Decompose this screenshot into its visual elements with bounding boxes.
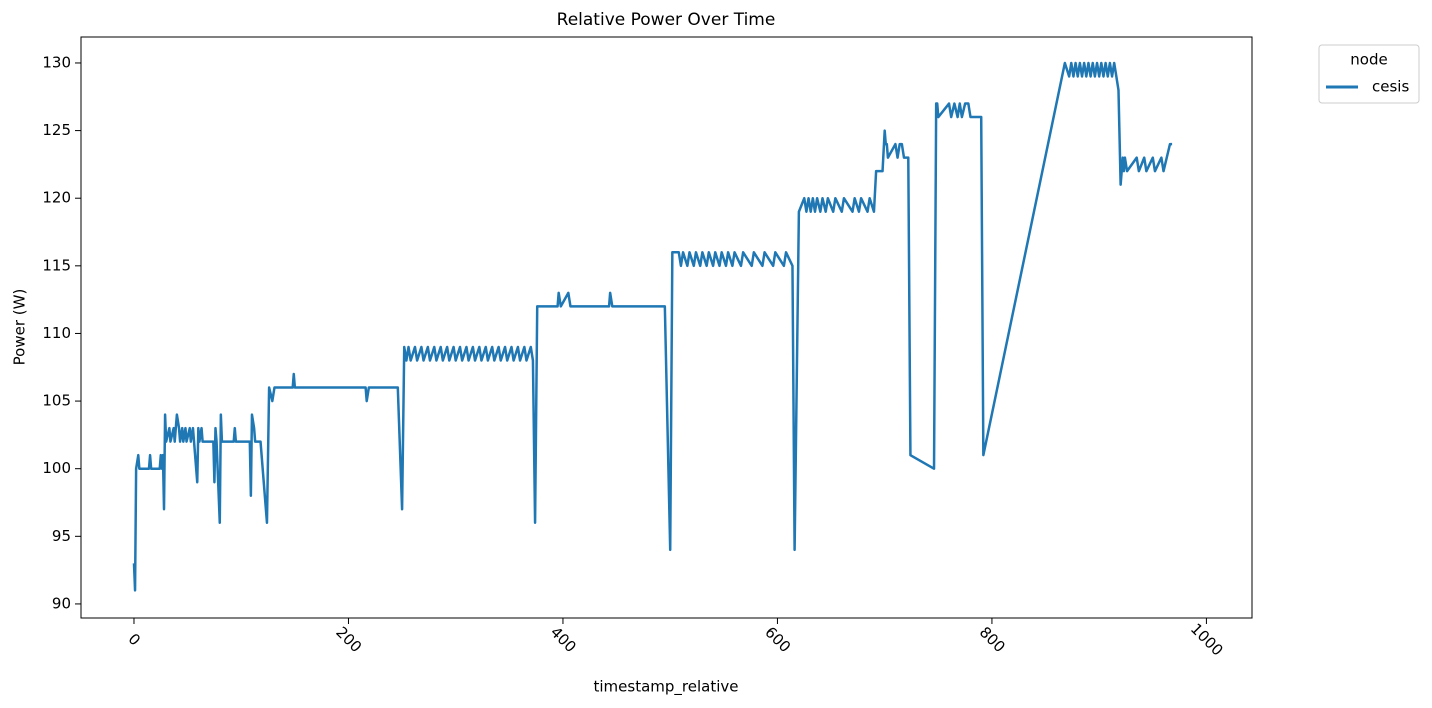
x-tick-label: 800 [976,623,1009,656]
x-tick-label: 400 [547,623,580,656]
y-tick-label: 130 [42,53,71,71]
x-tick-label: 0 [125,630,144,649]
x-axis-label: timestamp_relative [594,678,739,697]
y-tick-label: 90 [52,594,71,612]
plot-frame [80,36,1253,619]
y-tick-label: 100 [42,459,71,477]
y-tick-label: 115 [42,256,71,274]
data-line [132,61,1173,592]
y-tick-label: 125 [42,121,71,139]
y-tick-label: 120 [42,189,71,207]
legend: node cesis [1318,44,1420,104]
y-tick-label: 105 [42,392,71,410]
y-axis-label: Power (W) [11,289,29,366]
y-tick-label: 95 [52,527,71,545]
chart-title: Relative Power Over Time [557,10,776,30]
legend-label: cesis [1372,78,1409,96]
x-tick-label: 600 [761,623,794,656]
x-tick-label: 200 [332,623,365,656]
legend-title: node [1350,51,1387,69]
y-tick-label: 110 [42,324,71,342]
x-tick-label: 1000 [1187,620,1227,660]
